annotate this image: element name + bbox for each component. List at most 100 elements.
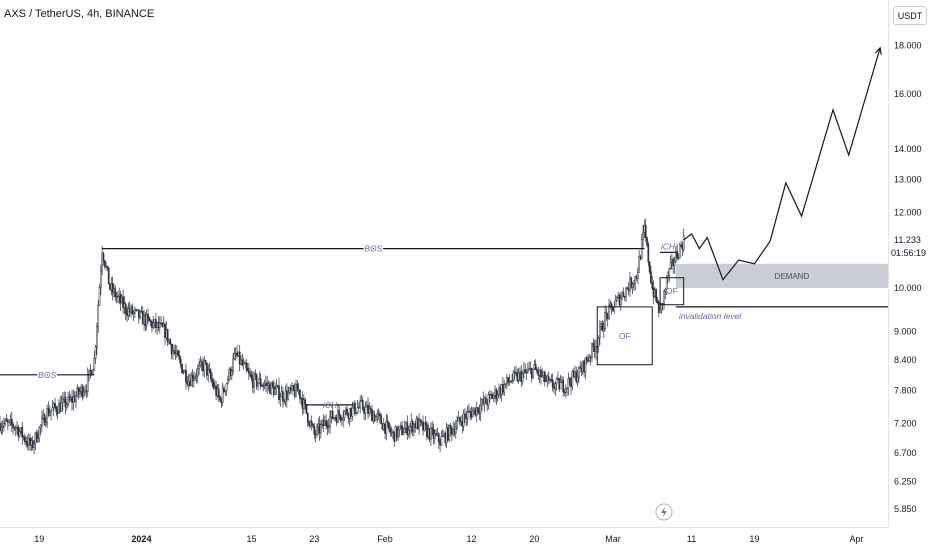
time-tick-3: 23 bbox=[309, 534, 319, 544]
candle-body-77 bbox=[99, 270, 102, 288]
candle-body-514 bbox=[672, 259, 675, 266]
candle-body-231 bbox=[301, 398, 304, 409]
candle-body-441 bbox=[576, 376, 579, 382]
candle-body-508 bbox=[664, 288, 667, 292]
candle-body-286 bbox=[373, 414, 376, 422]
candle-body-466 bbox=[609, 303, 612, 306]
candle-body-405 bbox=[529, 368, 532, 370]
candle-body-43 bbox=[55, 407, 58, 413]
candle-body-501 bbox=[655, 289, 658, 302]
time-axis[interactable]: 19 2024 15 23 Feb 12 20 Mar 11 19 Apr bbox=[0, 527, 888, 550]
candle-body-330 bbox=[431, 427, 434, 430]
candle-body-179 bbox=[233, 353, 236, 360]
candle-body-354 bbox=[462, 413, 465, 427]
order-flow-box-0 bbox=[596, 306, 653, 366]
projection-arrow-head bbox=[875, 46, 882, 55]
candle-body-166 bbox=[216, 388, 219, 396]
candle-body-504 bbox=[659, 308, 661, 313]
candle-body-185 bbox=[241, 359, 244, 366]
candle-body-299 bbox=[390, 431, 393, 434]
candle-body-187 bbox=[244, 362, 246, 364]
candle-body-399 bbox=[521, 372, 524, 382]
candle-body-195 bbox=[254, 373, 257, 376]
candle-body-357 bbox=[466, 411, 469, 419]
candle-body-228 bbox=[297, 389, 300, 392]
candle-body-442 bbox=[578, 366, 580, 378]
candle-body-36 bbox=[46, 408, 49, 423]
candle-body-201 bbox=[262, 385, 265, 387]
bar-countdown: 01:56:19 bbox=[891, 248, 926, 258]
candle-body-24 bbox=[30, 440, 33, 446]
candle-body-178 bbox=[232, 358, 234, 372]
candle-body-353 bbox=[461, 422, 464, 427]
candle-body-329 bbox=[430, 427, 432, 440]
candle-body-518 bbox=[677, 257, 680, 259]
candle-body-287 bbox=[375, 416, 377, 422]
candle-body-115 bbox=[149, 320, 152, 322]
candle-body-91 bbox=[118, 294, 121, 297]
candle-body-476 bbox=[622, 292, 625, 297]
candle-body-131 bbox=[170, 343, 173, 354]
candle-body-130 bbox=[169, 339, 172, 345]
candle-body-212 bbox=[276, 385, 279, 387]
candle-body-431 bbox=[563, 391, 566, 393]
candle-body-343 bbox=[448, 425, 451, 441]
price-tick-9: 7.800 bbox=[894, 385, 917, 395]
candle-body-263 bbox=[343, 411, 346, 418]
candle-body-277 bbox=[361, 400, 364, 410]
candle-body-459 bbox=[600, 323, 603, 327]
candle-body-87 bbox=[113, 288, 115, 293]
candle-body-157 bbox=[204, 359, 207, 364]
candle-body-350 bbox=[457, 417, 460, 422]
candle-body-111 bbox=[144, 314, 147, 326]
candle-body-167 bbox=[217, 388, 220, 397]
candle-body-44 bbox=[56, 411, 59, 414]
candle-body-174 bbox=[227, 379, 229, 384]
candle-body-365 bbox=[477, 407, 479, 413]
candle-body-149 bbox=[194, 375, 197, 379]
candle-body-181 bbox=[236, 352, 238, 357]
candle-body-379 bbox=[495, 389, 498, 399]
candle-body-425 bbox=[555, 378, 558, 384]
price-axis[interactable]: 18.000 16.000 14.000 13.000 12.000 10.000 9.00… bbox=[888, 0, 932, 527]
candle-body-505 bbox=[660, 303, 663, 310]
candle-body-33 bbox=[42, 414, 45, 419]
candle-body-120 bbox=[156, 322, 159, 328]
candle-body-323 bbox=[422, 421, 424, 431]
candle-body-513 bbox=[671, 259, 673, 263]
candle-body-424 bbox=[554, 383, 557, 389]
candle-body-356 bbox=[465, 415, 468, 419]
candle-body-214 bbox=[279, 396, 282, 400]
candle-body-265 bbox=[346, 408, 348, 415]
candle-body-61 bbox=[79, 391, 81, 395]
candle-body-143 bbox=[186, 381, 189, 385]
candle-body-428 bbox=[559, 382, 562, 390]
candle-body-417 bbox=[545, 380, 548, 382]
candle-body-486 bbox=[635, 276, 638, 279]
candle-body-477 bbox=[623, 296, 626, 298]
candle-body-435 bbox=[568, 378, 571, 384]
candle-body-237 bbox=[309, 421, 312, 426]
candle-body-455 bbox=[595, 346, 597, 352]
candle-body-408 bbox=[533, 364, 536, 370]
currency-button[interactable]: USDT bbox=[893, 6, 927, 25]
candle-body-415 bbox=[542, 371, 545, 376]
candle-body-137 bbox=[178, 355, 181, 360]
candle-body-328 bbox=[428, 428, 431, 440]
candle-body-123 bbox=[160, 322, 162, 325]
candle-body-103 bbox=[134, 309, 136, 313]
candle-body-95 bbox=[123, 303, 126, 309]
candle-body-114 bbox=[148, 317, 151, 322]
candle-body-366 bbox=[478, 411, 481, 414]
candle-body-261 bbox=[340, 418, 343, 421]
candle-body-430 bbox=[562, 379, 565, 393]
candle-body-248 bbox=[323, 420, 326, 426]
demand-zone bbox=[675, 263, 888, 288]
candle-body-397 bbox=[519, 371, 521, 374]
candle-body-298 bbox=[389, 428, 392, 433]
candle-body-133 bbox=[173, 350, 176, 353]
candle-body-198 bbox=[258, 378, 261, 384]
candle-body-48 bbox=[62, 398, 64, 403]
candle-body-453 bbox=[592, 343, 595, 348]
price-chart-plot[interactable]: DEMAND BOS BOS iCH iCH invalidation level OF OF… bbox=[0, 0, 888, 527]
